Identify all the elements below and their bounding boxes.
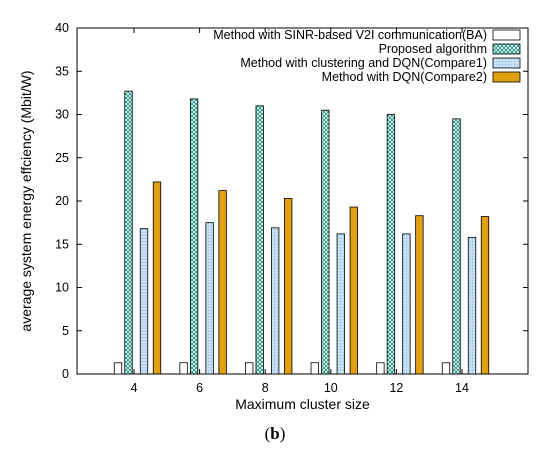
- legend-swatch: [492, 57, 521, 69]
- bar-series-1: [310, 362, 319, 375]
- caption-letter: b: [270, 424, 280, 443]
- x-tick-label: 4: [131, 381, 138, 395]
- caption-close: ): [279, 424, 286, 443]
- y-tick-label: 15: [55, 237, 69, 251]
- y-tick-label: 10: [55, 281, 69, 295]
- bar-series-1: [376, 362, 385, 375]
- caption-open: (: [264, 424, 271, 443]
- bar-series-1: [441, 362, 451, 375]
- bar-series-1: [113, 362, 123, 375]
- y-tick-label: 0: [62, 367, 69, 381]
- y-tick-label: 25: [55, 151, 69, 165]
- bar-series-4: [152, 181, 162, 375]
- bar-series-2: [386, 114, 396, 375]
- legend-label: Method with clustering and DQN(Compare1): [240, 56, 487, 70]
- bar-chart: 0 5 10 15 20 25 30 35 40 4 6 8 10 12 14 Maximum cluster…: [18, 21, 529, 412]
- axes: 0 5 10 15 20 25 30 35 40 4 6 8 10 12 14 Maximum cluster…: [18, 21, 529, 412]
- y-tick-label: 30: [55, 108, 69, 122]
- bar-series-3: [271, 227, 280, 375]
- bar-series-4: [415, 215, 424, 375]
- bar-series-3: [467, 236, 477, 375]
- x-tick-label: 10: [324, 381, 338, 395]
- legend-swatch: [492, 43, 521, 55]
- bar-series-3: [205, 222, 214, 375]
- y-tick-label: 40: [55, 21, 69, 35]
- bar-series-4: [349, 206, 358, 375]
- bar-series-3: [139, 228, 149, 375]
- bar-series-1: [245, 362, 254, 375]
- y-tick-label: 35: [55, 64, 69, 78]
- y-tick-label: 20: [55, 194, 69, 208]
- bar-series-4: [480, 216, 490, 375]
- figure-caption: (b): [0, 424, 550, 444]
- bar-series-1: [179, 362, 188, 375]
- bars: [113, 90, 490, 375]
- bar-series-3: [336, 233, 345, 375]
- bar-series-4: [218, 190, 227, 375]
- bar-series-2: [321, 109, 330, 375]
- bar-series-2: [255, 105, 264, 375]
- bar-series-2: [452, 118, 461, 375]
- x-axis-title: Maximum cluster size: [235, 396, 370, 412]
- legend-swatch: [492, 29, 521, 41]
- x-tick-label: 6: [196, 381, 203, 395]
- bar-series-2: [189, 98, 199, 375]
- x-tick-label: 12: [389, 381, 403, 395]
- x-tick-label: 8: [262, 381, 269, 395]
- legend-label: Method with SINR-based V2I communication…: [213, 28, 487, 42]
- y-axis-title: average system energy effciency (Mbit/W): [18, 70, 34, 331]
- bar-series-3: [402, 233, 411, 375]
- legend-label: Method with DQN(Compare2): [322, 70, 487, 84]
- y-tick-label: 5: [62, 324, 69, 338]
- bar-series-4: [284, 198, 293, 375]
- x-tick-label: 14: [455, 381, 469, 395]
- legend: Method with SINR-based V2I communication…: [213, 28, 521, 84]
- bar-series-2: [124, 90, 133, 375]
- legend-label: Proposed algorithm: [379, 42, 487, 56]
- legend-swatch: [492, 71, 521, 83]
